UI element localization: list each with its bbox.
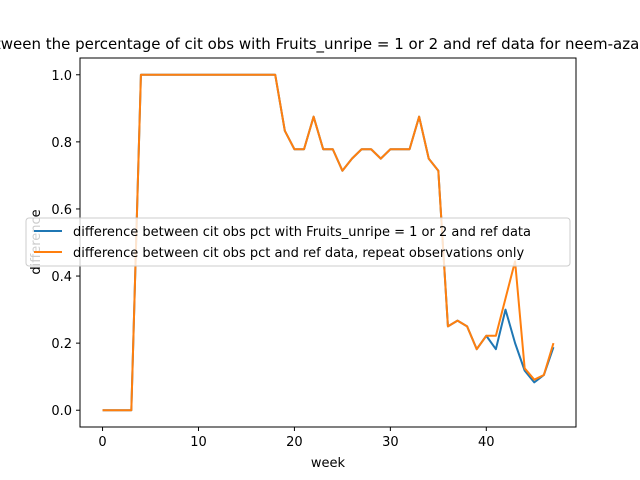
y-tick-label: 0.8 bbox=[51, 136, 72, 151]
y-tick-label: 0.6 bbox=[51, 203, 72, 218]
x-axis-ticks: 0 10 20 30 40 bbox=[98, 427, 495, 450]
legend-box bbox=[25, 217, 571, 267]
legend-label-series-1: difference between cit obs pct with Frui… bbox=[73, 225, 531, 240]
x-tick-label: 20 bbox=[286, 435, 303, 450]
y-tick-label: 0.2 bbox=[51, 337, 72, 352]
series-layer bbox=[102, 73, 555, 412]
y-axis-ticks: 0.0 0.2 0.4 0.6 0.8 1.0 bbox=[51, 69, 80, 419]
y-tick-label: 0.0 bbox=[51, 404, 72, 419]
x-tick-label: 10 bbox=[190, 435, 207, 450]
legend-label-series-2: difference between cit obs pct and ref d… bbox=[73, 246, 524, 261]
x-tick-label: 30 bbox=[382, 435, 399, 450]
x-tick-label: 0 bbox=[98, 435, 106, 450]
x-axis-label: week bbox=[311, 456, 346, 471]
x-tick-label: 40 bbox=[478, 435, 495, 450]
legend: difference between cit obs pct with Frui… bbox=[25, 217, 571, 267]
chart-title: Difference between the percentage of cit… bbox=[0, 35, 640, 54]
y-tick-label: 0.4 bbox=[51, 270, 72, 285]
series-line-2 bbox=[102, 73, 555, 412]
y-tick-label: 1.0 bbox=[51, 69, 72, 84]
